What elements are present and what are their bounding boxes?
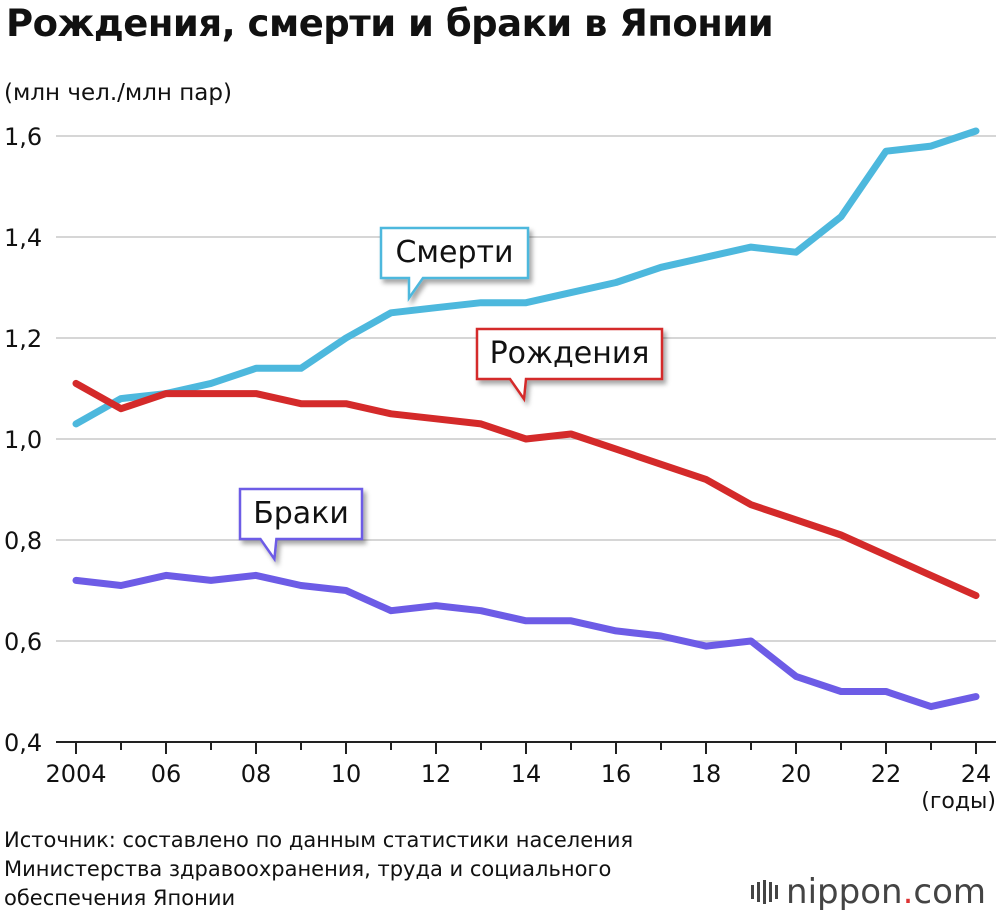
source-line: Министерства здравоохранения, труда и со… (4, 857, 612, 881)
brand-tld: com (913, 872, 986, 912)
source-note: Источник: составлено по данным статистик… (4, 826, 704, 913)
y-axis-ticks: 0,4 0,6 0,8 1,0 1,2 1,4 1,6 (4, 123, 42, 757)
callout-box (379, 226, 530, 302)
x-tick-label: 20 (781, 760, 812, 788)
callout-label: Браки (253, 496, 349, 531)
brand-dot: . (902, 872, 914, 912)
chart-title: Рождения, смерти и браки в Японии (6, 2, 774, 45)
x-tick-label: 2004 (45, 760, 106, 788)
callout-births: Рождения (475, 327, 664, 403)
callout-box (475, 327, 664, 403)
x-tick-label: 12 (421, 760, 452, 788)
nippon-logo-icon (751, 880, 779, 904)
series-line (72, 571, 980, 711)
y-tick-label: 1,4 (4, 224, 42, 252)
nippon-logo: nippon. com (751, 872, 986, 912)
source-line: обеспечения Японии (4, 886, 236, 910)
x-axis-label: (годы) (921, 789, 996, 814)
callout-label: Смерти (395, 235, 513, 270)
x-axis-ticks: 2004 06 08 10 12 14 16 18 20 22 24 (45, 741, 996, 788)
x-tick-label: 06 (151, 760, 182, 788)
x-tick-label: 16 (601, 760, 632, 788)
y-tick-label: 0,8 (4, 527, 42, 555)
x-tick-label: 10 (331, 760, 362, 788)
series-callouts: Смерти Рождения Браки (238, 226, 664, 563)
x-tick-label: 14 (511, 760, 542, 788)
x-tick-label: 18 (691, 760, 722, 788)
series-line (72, 127, 980, 428)
callout-marriages: Браки (238, 487, 364, 563)
y-tick-label: 0,6 (4, 628, 42, 656)
series-lines (72, 127, 980, 711)
brand-name: nippon (786, 872, 903, 912)
source-line: Источник: составлено по данным статистик… (4, 828, 634, 852)
y-axis-unit-label: (млн чел./млн пар) (4, 80, 232, 106)
callout-label: Рождения (490, 336, 650, 371)
y-tick-label: 1,0 (4, 426, 42, 454)
series-line (72, 379, 980, 600)
y-tick-label: 0,4 (4, 729, 42, 757)
y-tick-label: 1,2 (4, 325, 42, 353)
x-tick-label: 22 (871, 760, 902, 788)
y-tick-label: 1,6 (4, 123, 42, 151)
x-tick-label: 24 (961, 760, 992, 788)
callout-box (238, 487, 364, 563)
callout-deaths: Смерти (379, 226, 530, 302)
x-tick-label: 08 (241, 760, 272, 788)
line-chart: 0,4 0,6 0,8 1,0 1,2 1,4 1,6 2004 06 08 10 12 14 16 18… (4, 123, 996, 814)
